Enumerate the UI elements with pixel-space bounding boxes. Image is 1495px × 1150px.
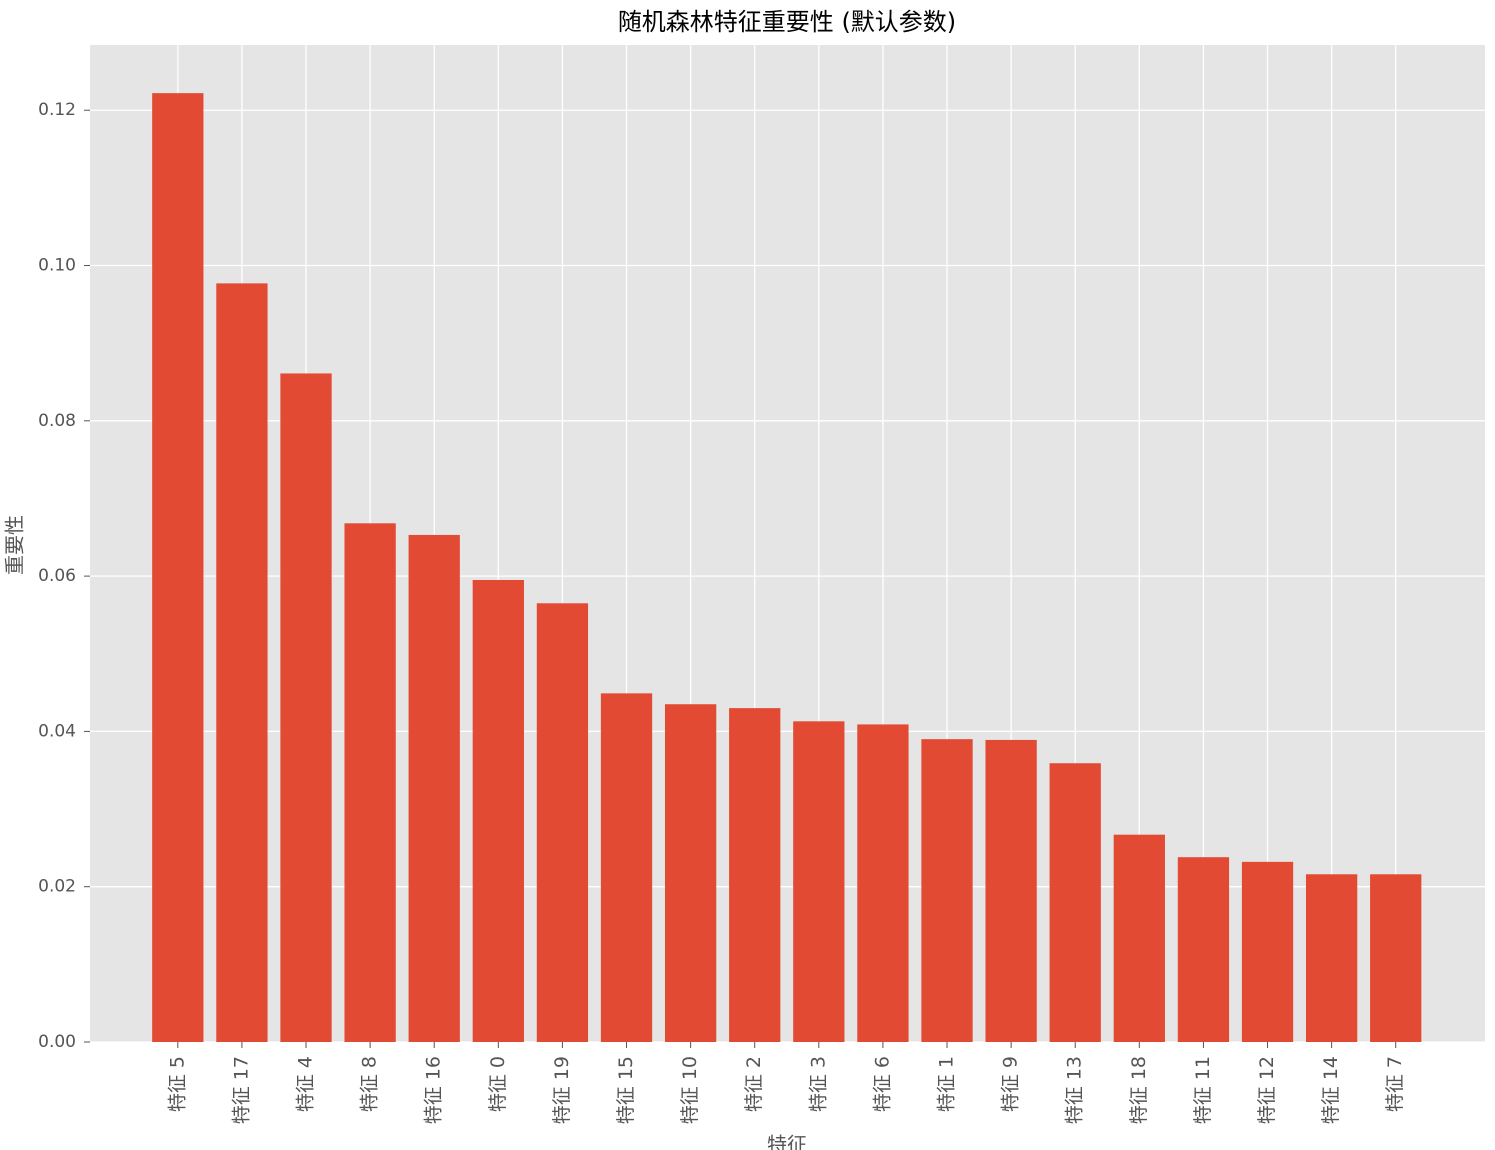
x-tick-label: 特征 3 <box>807 1056 829 1112</box>
x-tick-label: 特征 5 <box>166 1056 188 1112</box>
bar <box>152 93 204 1043</box>
y-tick-label: 0.12 <box>38 100 76 120</box>
bar <box>408 534 460 1042</box>
x-tick-label: 特征 9 <box>1000 1056 1022 1112</box>
x-tick-label: 特征 1 <box>936 1056 958 1112</box>
bar <box>1305 874 1358 1042</box>
bar <box>921 739 973 1042</box>
bar <box>536 603 589 1042</box>
bar <box>1241 861 1294 1042</box>
bar <box>1049 763 1101 1042</box>
bar <box>216 283 268 1042</box>
x-tick-label: 特征 15 <box>615 1056 637 1124</box>
x-tick-label: 特征 17 <box>230 1056 252 1124</box>
bar <box>1370 874 1422 1042</box>
bar <box>1113 834 1165 1042</box>
x-tick-label: 特征 10 <box>679 1056 701 1124</box>
x-tick-label: 特征 0 <box>487 1056 509 1112</box>
x-tick-label: 特征 12 <box>1256 1056 1278 1124</box>
y-tick-label: 0.08 <box>38 411 76 431</box>
x-axis-label: 特征 <box>767 1133 807 1150</box>
x-tick-label: 特征 18 <box>1128 1056 1150 1124</box>
bar <box>857 724 909 1042</box>
x-tick-label: 特征 8 <box>359 1056 381 1112</box>
x-tick-label: 特征 16 <box>423 1056 445 1124</box>
bar <box>664 704 717 1042</box>
y-tick-label: 0.10 <box>38 256 76 276</box>
bar <box>280 373 332 1042</box>
bar <box>1177 857 1230 1042</box>
x-tick-label: 特征 19 <box>551 1056 573 1124</box>
bar <box>600 693 653 1042</box>
y-axis-label: 重要性 <box>3 515 27 575</box>
x-tick-label: 特征 14 <box>1320 1056 1342 1124</box>
x-tick-label: 特征 4 <box>295 1056 317 1112</box>
y-tick-label: 0.00 <box>38 1032 76 1052</box>
x-tick-label: 特征 7 <box>1384 1056 1406 1112</box>
bar <box>729 708 781 1042</box>
bar <box>472 579 524 1042</box>
chart-title: 随机森林特征重要性 (默认参数) <box>618 8 956 36</box>
y-tick-label: 0.06 <box>38 566 76 586</box>
x-tick-label: 特征 6 <box>871 1056 893 1112</box>
y-tick-label: 0.02 <box>38 877 76 897</box>
bar <box>985 739 1037 1042</box>
bar <box>344 523 396 1042</box>
x-tick-label: 特征 11 <box>1192 1056 1214 1124</box>
bar <box>793 721 845 1042</box>
x-tick-label: 特征 2 <box>743 1056 765 1112</box>
y-tick-label: 0.04 <box>38 721 76 741</box>
x-tick-label: 特征 13 <box>1064 1056 1086 1124</box>
